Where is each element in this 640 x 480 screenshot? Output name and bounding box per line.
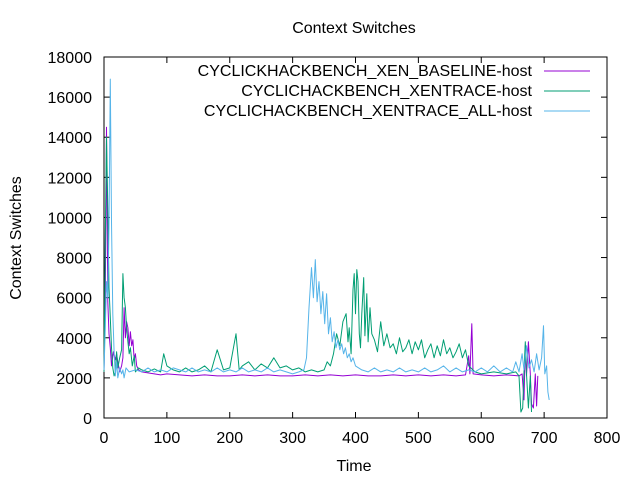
x-tick-label: 800 <box>594 430 621 447</box>
y-tick-label: 4000 <box>56 331 92 348</box>
legend-label-1: CYCLICKHACKBENCH_XEN_BASELINE-host <box>198 63 533 80</box>
x-tick-label: 500 <box>405 430 432 447</box>
y-tick-label: 14000 <box>48 130 93 147</box>
y-tick-label: 18000 <box>48 50 93 67</box>
y-tick-label: 2000 <box>56 371 92 388</box>
x-tick-label: 0 <box>100 430 109 447</box>
x-tick-label: 600 <box>468 430 495 447</box>
y-tick-label: 0 <box>83 411 92 428</box>
y-tick-label: 8000 <box>56 251 92 268</box>
x-axis: 0 100 200 300 400 500 600 700 800 <box>100 57 621 447</box>
series-layer <box>103 78 550 413</box>
x-tick-label: 100 <box>154 430 181 447</box>
series-line-1 <box>103 126 539 409</box>
legend-label-3: CYCLICHACKBENCH_XENTRACE_ALL-host <box>204 103 533 120</box>
x-tick-label: 400 <box>342 430 369 447</box>
legend-label-2: CYCLICHACKBENCH_XENTRACE-host <box>241 83 532 100</box>
x-tick-label: 700 <box>531 430 558 447</box>
y-tick-label: 12000 <box>48 170 93 187</box>
series-line-3 <box>103 78 550 400</box>
y-tick-label: 6000 <box>56 291 92 308</box>
x-tick-label: 200 <box>216 430 243 447</box>
y-axis: 0 2000 4000 6000 8000 10000 12000 14000 16000 180… <box>48 50 607 428</box>
y-tick-label: 10000 <box>48 210 93 227</box>
y-tick-label: 16000 <box>48 90 93 107</box>
legend: CYCLICKHACKBENCH_XEN_BASELINE-host CYCLIC… <box>198 63 590 120</box>
chart-title: Context Switches <box>292 20 416 37</box>
x-axis-label: Time <box>337 458 372 475</box>
x-tick-label: 300 <box>279 430 306 447</box>
y-axis-label: Context Switches <box>8 176 25 300</box>
series-line-2 <box>103 136 532 413</box>
